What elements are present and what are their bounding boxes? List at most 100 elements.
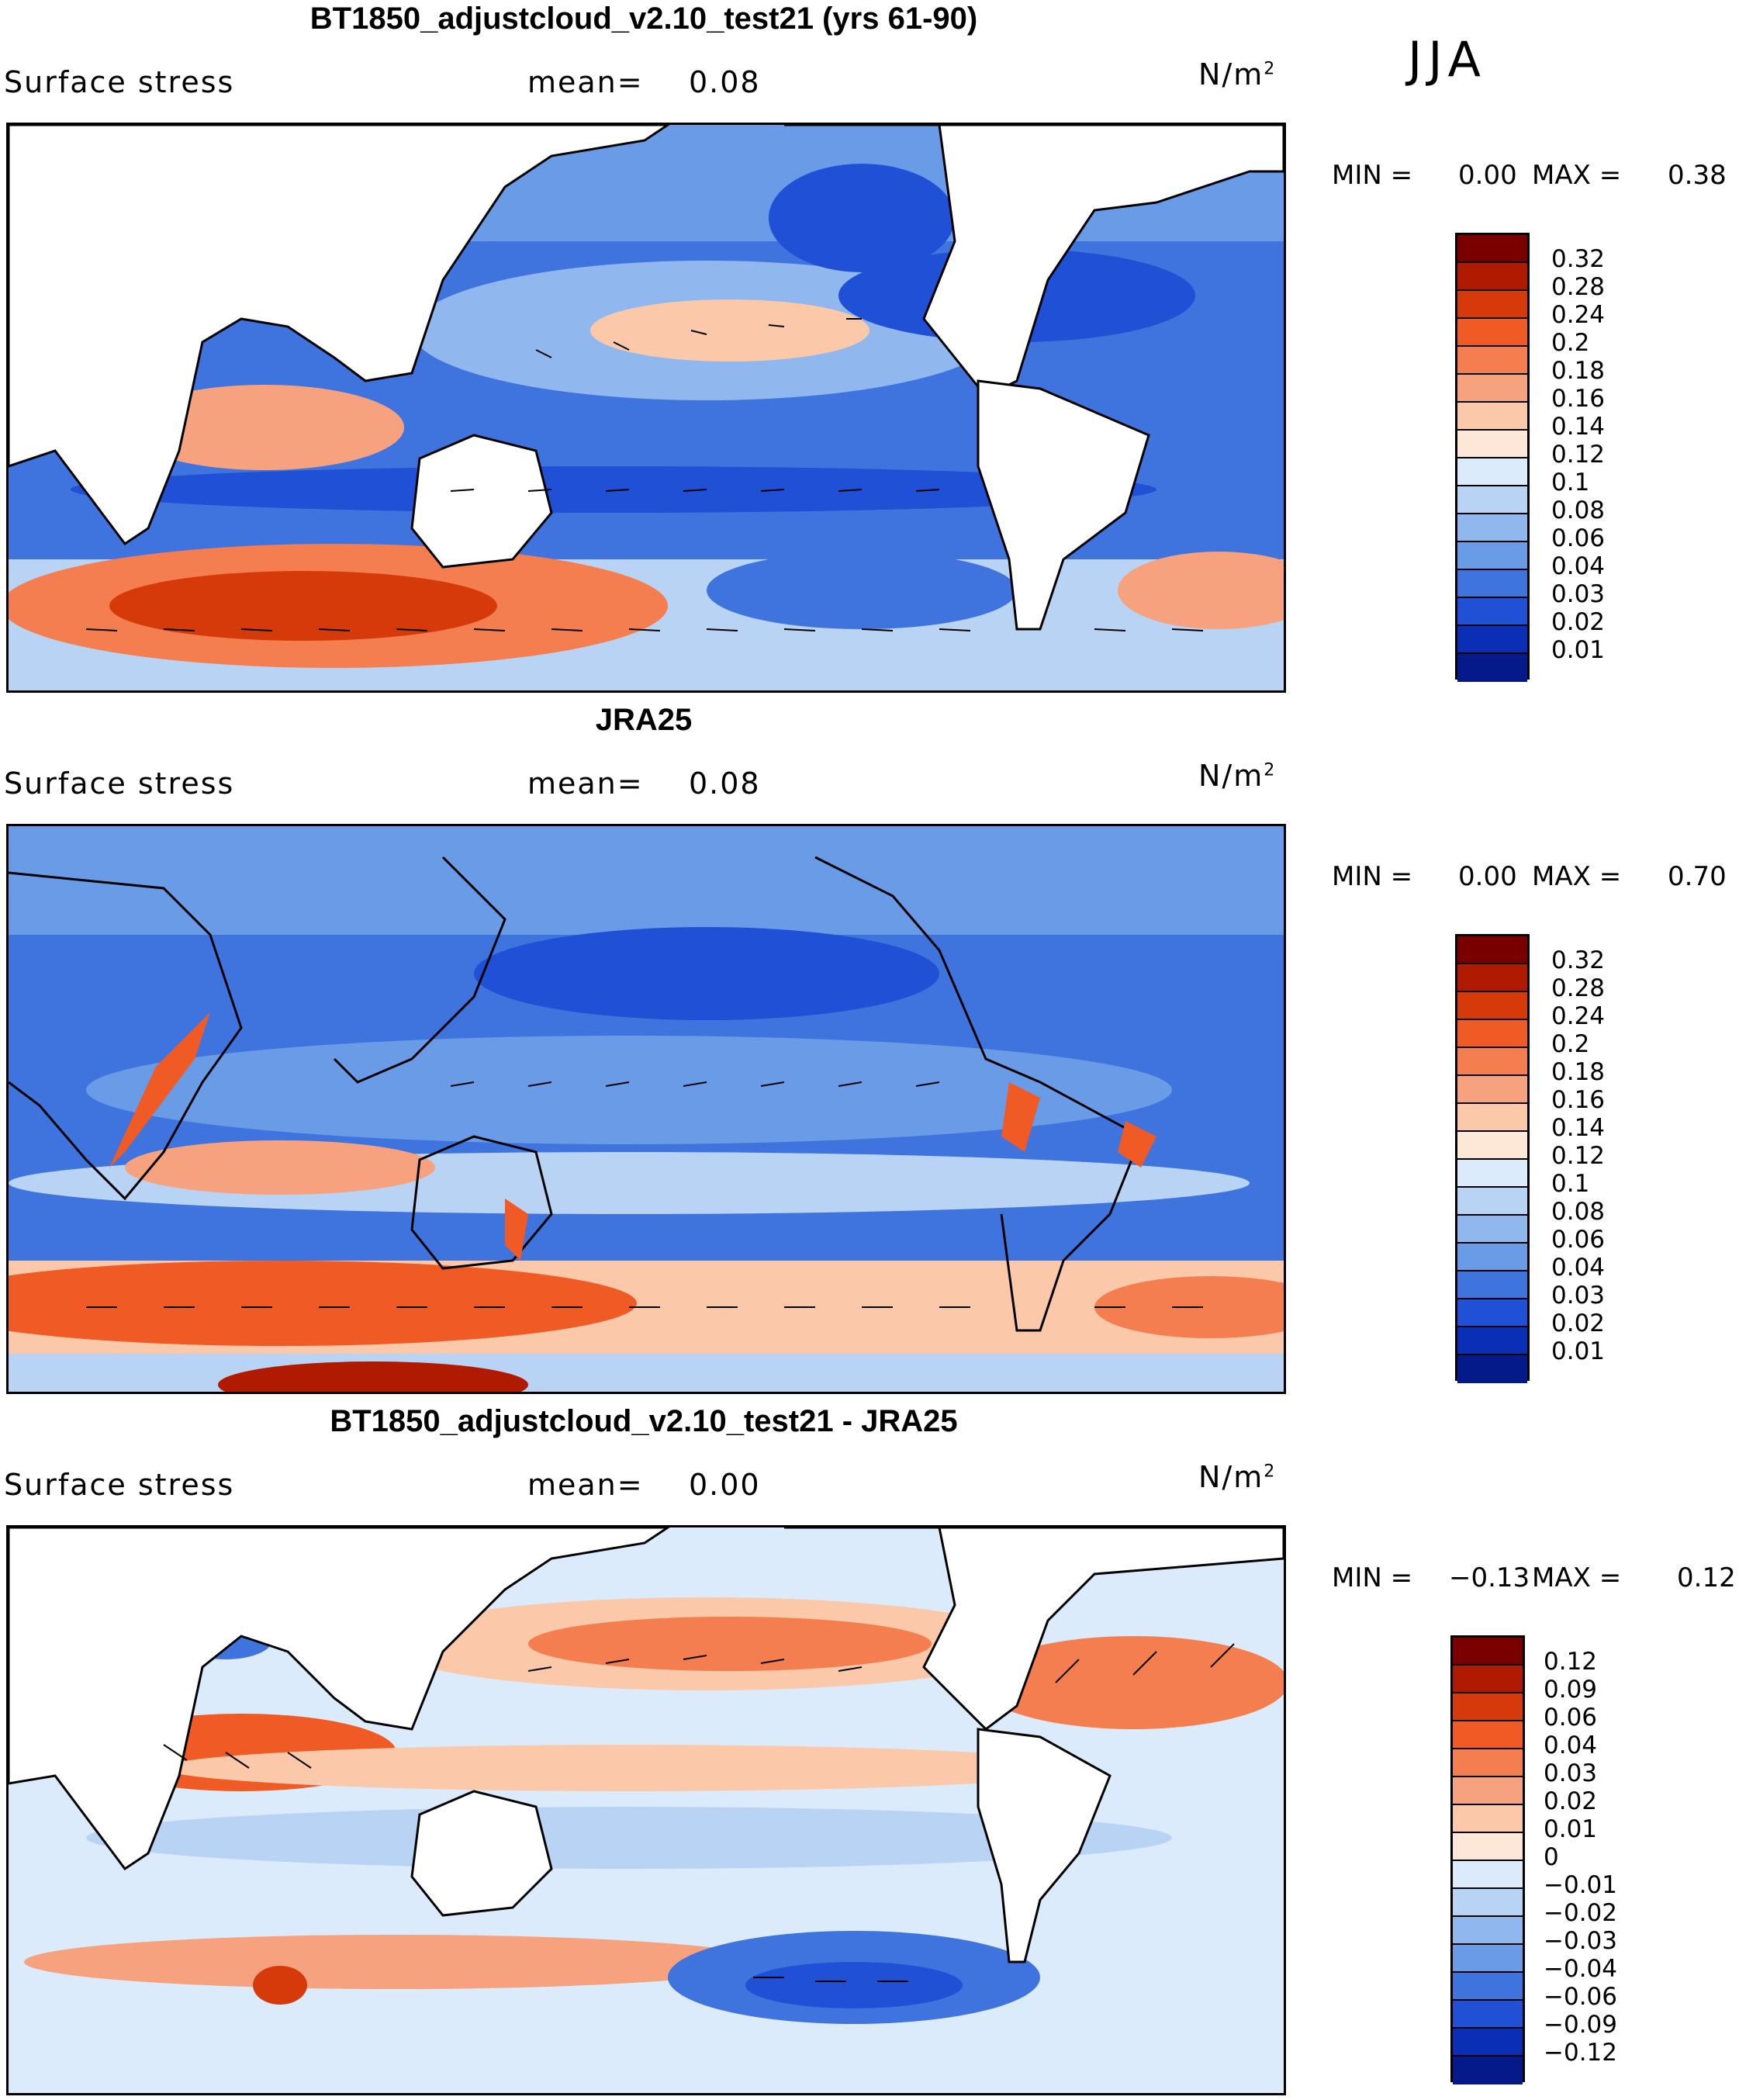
colorbar-label: −0.01 [1544, 1871, 1617, 1899]
panel-2-variable: Surface stress [4, 766, 235, 801]
colorbar-label: 0.18 [1551, 1058, 1606, 1086]
colorbar-swatch [1453, 1833, 1523, 1861]
panel-1-map [6, 123, 1286, 693]
colorbar-swatch [1453, 1945, 1523, 1973]
colorbar-label: 0.06 [1551, 1226, 1606, 1254]
panel-3-max-value: 0.12 [1677, 1562, 1736, 1593]
panel-3-max-label: MAX = [1532, 1562, 1622, 1593]
colorbar-label: 0.01 [1551, 636, 1606, 664]
panel-3-colorbar [1450, 1635, 1525, 2084]
colorbar-label: 0.2 [1551, 1030, 1590, 1058]
colorbar-label: 0.2 [1551, 329, 1590, 357]
panel-3-min-label: MIN = [1332, 1562, 1413, 1593]
panel-2-max-label: MAX = [1532, 861, 1622, 892]
colorbar-label: 0.04 [1544, 1732, 1598, 1759]
colorbar-label: 0.06 [1544, 1704, 1598, 1732]
colorbar-swatch [1457, 458, 1527, 486]
panel-1-min-value: 0.00 [1458, 160, 1517, 191]
colorbar-label: 0.18 [1551, 357, 1606, 385]
colorbar-label: 0.09 [1544, 1676, 1598, 1704]
colorbar-swatch [1453, 1805, 1523, 1833]
panel-1-title: BT1850_adjustcloud_v2.10_test21 (yrs 61-… [309, 2, 978, 36]
colorbar-label: 0.08 [1551, 496, 1606, 524]
colorbar-swatch [1457, 654, 1527, 682]
panel-2-min-value: 0.00 [1458, 861, 1517, 892]
colorbar-swatch [1457, 1271, 1527, 1299]
colorbar-label: 0.14 [1551, 1114, 1606, 1142]
colorbar-label: 0.03 [1551, 580, 1606, 608]
panel-1-land [9, 125, 1284, 631]
season-label: JJA [1408, 31, 1487, 88]
colorbar-swatch [1457, 403, 1527, 431]
colorbar-label: 0 [1544, 1843, 1559, 1871]
panel-3-mean-value: 0.00 [689, 1468, 761, 1502]
panel-3-title: BT1850_adjustcloud_v2.10_test21 - JRA25 [330, 1404, 958, 1438]
colorbar-swatch [1453, 1693, 1523, 1721]
panel-3-map [6, 1525, 1286, 2095]
colorbar-label: −0.12 [1544, 2039, 1617, 2067]
panel-3-vectors [163, 1643, 1235, 1982]
panel-1-mean-value: 0.08 [689, 65, 761, 99]
colorbar-swatch [1457, 431, 1527, 458]
colorbar-swatch [1453, 1889, 1523, 1917]
colorbar-swatch [1457, 1048, 1527, 1076]
colorbar-swatch [1457, 1020, 1527, 1048]
colorbar-swatch [1457, 1188, 1527, 1216]
panel-2-map-svg [9, 826, 1284, 1392]
panel-2-units: N/m2 [1198, 759, 1277, 793]
colorbar-label: 0.02 [1551, 1309, 1606, 1337]
colorbar-label: 0.28 [1551, 974, 1606, 1002]
panel-3-units: N/m2 [1198, 1460, 1277, 1494]
colorbar-swatch [1457, 1244, 1527, 1271]
panel-2-vectors [86, 1081, 1203, 1308]
colorbar-label: 0.04 [1551, 1254, 1606, 1282]
panel-1-colorbar [1455, 233, 1530, 682]
colorbar-swatch [1453, 1917, 1523, 1945]
colorbar-label: 0.28 [1551, 273, 1606, 301]
panel-1-units: N/m2 [1198, 57, 1277, 92]
panel-3-map-svg [9, 1527, 1284, 2093]
colorbar-label: 0.04 [1551, 552, 1606, 580]
colorbar-swatch [1457, 375, 1527, 403]
colorbar-swatch [1453, 1749, 1523, 1777]
colorbar-swatch [1457, 347, 1527, 375]
panel-1-colorbar-labels: 0.32 0.28 0.24 0.2 0.18 0.16 0.14 0.12 0.1 0.08 0.… [1551, 233, 1644, 680]
colorbar-label: 0.1 [1551, 1170, 1590, 1198]
colorbar-label: 0.12 [1551, 441, 1606, 469]
colorbar-swatch [1453, 1666, 1523, 1693]
colorbar-swatch [1457, 542, 1527, 570]
panel-2-mean-label: mean= [527, 766, 644, 801]
panel-1-map-svg [9, 125, 1284, 690]
panel-1-variable: Surface stress [4, 65, 235, 99]
colorbar-label: 0.32 [1551, 946, 1606, 974]
colorbar-label: 0.14 [1551, 413, 1606, 441]
panel-2-min-label: MIN = [1332, 861, 1413, 892]
colorbar-swatch [1453, 1638, 1523, 1666]
colorbar-label: 0.01 [1551, 1337, 1606, 1365]
panel-1-mean-label: mean= [527, 65, 644, 99]
panel-3-variable: Surface stress [4, 1468, 235, 1502]
colorbar-label: 0.12 [1551, 1142, 1606, 1170]
colorbar-label: 0.02 [1551, 608, 1606, 636]
colorbar-label: −0.04 [1544, 1955, 1617, 1983]
colorbar-swatch [1453, 2001, 1523, 2029]
panel-1-max-label: MAX = [1532, 160, 1622, 191]
colorbar-swatch [1457, 1327, 1527, 1355]
colorbar-swatch [1457, 1216, 1527, 1244]
colorbar-swatch [1457, 570, 1527, 598]
panel-1-min-label: MIN = [1332, 160, 1413, 191]
colorbar-label: 0.24 [1551, 301, 1606, 329]
colorbar-label: 0.01 [1544, 1815, 1598, 1843]
colorbar-swatch [1457, 992, 1527, 1020]
colorbar-label: 0.03 [1551, 1282, 1606, 1309]
colorbar-swatch [1457, 263, 1527, 291]
colorbar-swatch [1457, 319, 1527, 347]
colorbar-swatch [1457, 514, 1527, 542]
colorbar-label: −0.06 [1544, 1983, 1617, 2011]
panel-2-colorbar-labels: 0.32 0.28 0.24 0.2 0.18 0.16 0.14 0.12 0.1 0.08 0.… [1551, 934, 1644, 1381]
colorbar-swatch [1453, 1721, 1523, 1749]
colorbar-swatch [1457, 291, 1527, 319]
colorbar-label: 0.16 [1551, 385, 1606, 413]
colorbar-label: 0.03 [1544, 1759, 1598, 1787]
colorbar-swatch [1457, 1132, 1527, 1160]
